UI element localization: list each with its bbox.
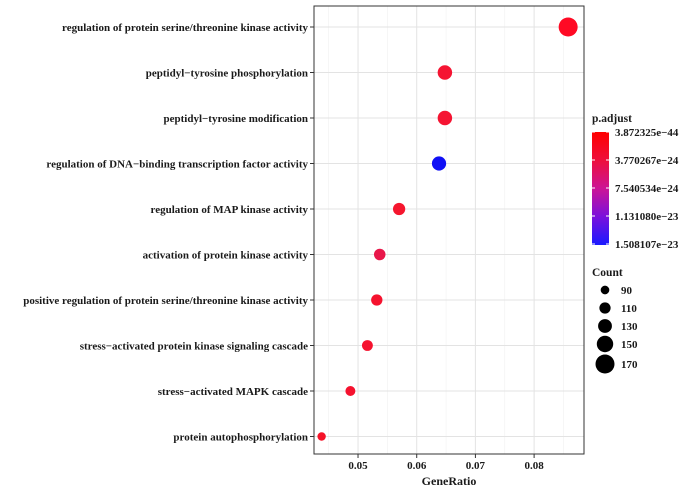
panel-border xyxy=(313,5,585,455)
count-legend-label-3: 150 xyxy=(621,339,638,351)
point-5 xyxy=(392,202,406,216)
count-legend-items: 90 110 130 150 170 xyxy=(595,285,638,374)
x-tick-label-3: 0.08 xyxy=(524,460,544,472)
term-labels: regulation of protein serine/threonine k… xyxy=(23,22,314,444)
point-3 xyxy=(437,110,453,126)
p-adjust-label-2: 7.540534e−24 xyxy=(615,183,679,195)
term-label-10: protein autophosphorylation xyxy=(173,432,308,444)
x-tick-label-1: 0.06 xyxy=(407,460,427,472)
count-legend-dot-3 xyxy=(596,335,614,353)
term-label-6: activation of protein kinase activity xyxy=(143,250,309,262)
x-tick-label-2: 0.07 xyxy=(466,460,486,472)
count-legend-dot-0 xyxy=(600,285,610,295)
term-label-5: regulation of MAP kinase activity xyxy=(151,204,309,216)
term-label-1: regulation of protein serine/threonine k… xyxy=(62,22,308,34)
count-legend-label-4: 170 xyxy=(621,359,638,371)
point-10 xyxy=(317,432,326,441)
term-label-8: stress−activated protein kinase signalin… xyxy=(80,341,308,353)
count-legend: Count 90 110 130 150 170 xyxy=(592,267,638,374)
p-adjust-label-3: 1.131080e−23 xyxy=(615,211,679,223)
grid-lines xyxy=(314,6,584,454)
panel-background xyxy=(313,5,585,455)
x-axis: 0.05 0.06 0.07 0.08 xyxy=(348,454,544,472)
data-points xyxy=(317,17,578,441)
p-adjust-legend-labels: 3.872325e−44 3.770267e−24 7.540534e−24 1.13… xyxy=(592,127,679,251)
x-axis-title: GeneRatio xyxy=(422,474,477,488)
p-adjust-legend: p.adjust 3.872325e−44 3.770267e−24 7.54053… xyxy=(592,113,679,251)
point-4 xyxy=(431,156,447,171)
point-2 xyxy=(437,65,453,80)
point-6 xyxy=(373,248,386,261)
term-label-4: regulation of DNA−binding transcription … xyxy=(46,159,308,171)
p-adjust-label-1: 3.770267e−24 xyxy=(615,155,679,167)
point-1 xyxy=(558,17,578,37)
plot-panel xyxy=(313,5,585,455)
count-legend-dot-2 xyxy=(598,319,612,333)
count-legend-title: Count xyxy=(592,267,623,279)
count-legend-label-1: 110 xyxy=(621,303,637,315)
count-legend-label-2: 130 xyxy=(621,321,638,333)
count-legend-dot-4 xyxy=(595,354,615,374)
point-9 xyxy=(345,386,356,396)
x-tick-label-0: 0.05 xyxy=(348,460,368,472)
count-legend-label-0: 90 xyxy=(621,285,633,297)
term-label-7: positive regulation of protein serine/th… xyxy=(23,295,308,307)
count-legend-dot-1 xyxy=(599,302,611,314)
p-adjust-legend-title: p.adjust xyxy=(592,113,632,125)
p-adjust-label-4: 1.508107e−23 xyxy=(615,239,679,251)
term-label-9: stress−activated MAPK cascade xyxy=(158,386,308,398)
p-adjust-color-bar xyxy=(592,132,609,245)
term-label-2: peptidyl−tyrosine phosphorylation xyxy=(146,68,308,80)
term-label-3: peptidyl−tyrosine modification xyxy=(164,113,309,125)
p-adjust-label-0: 3.872325e−44 xyxy=(615,127,679,139)
point-7 xyxy=(371,294,383,306)
point-8 xyxy=(361,340,373,351)
